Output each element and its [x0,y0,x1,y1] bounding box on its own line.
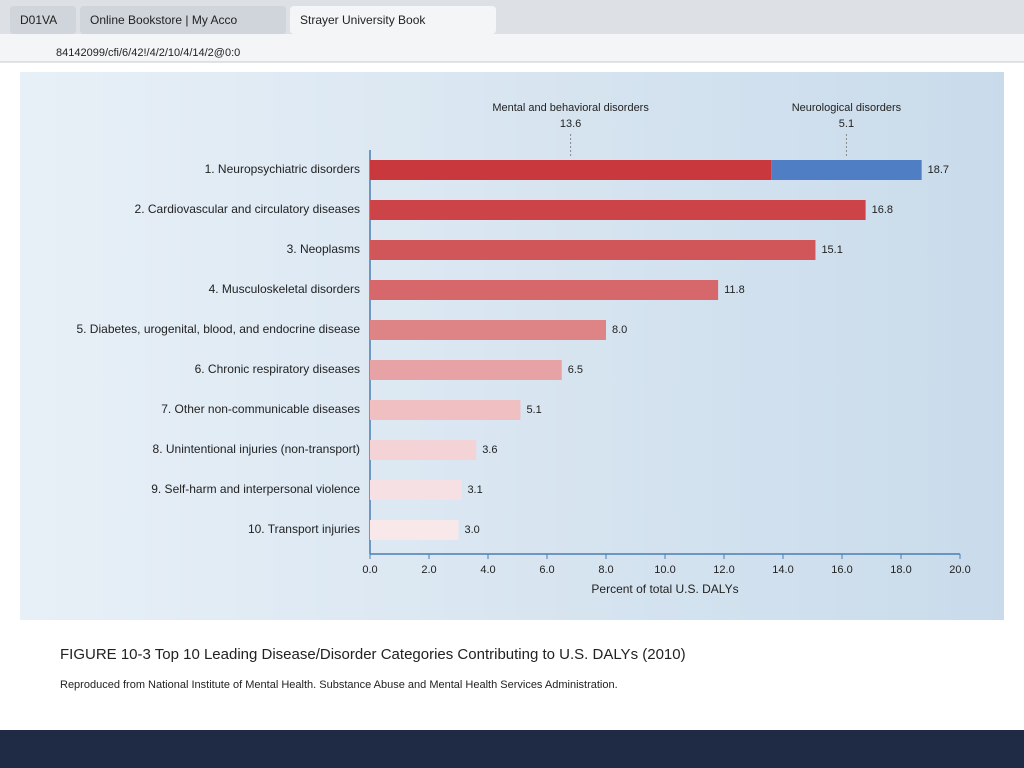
bar [370,360,562,380]
x-tick-label: 8.0 [598,564,613,576]
tab[interactable] [10,6,76,34]
value-label: 3.1 [467,484,482,496]
segment-value: 5.1 [839,118,854,130]
category-label: 4. Musculoskeletal disorders [209,282,360,296]
x-tick-label: 14.0 [772,564,793,576]
value-label: 18.7 [928,164,949,176]
address-bar [0,34,1024,62]
bar-fill [370,400,521,420]
x-tick-label: 2.0 [421,564,436,576]
figure-caption: FIGURE 10-3 Top 10 Leading Disease/Disor… [60,646,686,663]
taskbar [0,730,1024,768]
category-label: 1. Neuropsychiatric disorders [205,162,360,176]
bar-fill [370,280,719,300]
bar [370,320,606,340]
segment-name: Neurological disorders [792,102,902,114]
x-axis-label: Percent of total U.S. DALYs [591,582,738,596]
category-label: 5. Diabetes, urogenital, blood, and endo… [76,322,360,336]
bar [370,240,816,260]
category-label: 3. Neoplasms [287,242,360,256]
x-tick-label: 20.0 [949,564,970,576]
bar-fill [370,440,477,460]
x-tick-label: 4.0 [480,564,495,576]
x-tick-label: 10.0 [654,564,675,576]
bar-fill [370,480,462,500]
x-tick-label: 6.0 [539,564,554,576]
x-tick-label: 16.0 [831,564,852,576]
chart-panel [20,72,1004,620]
url[interactable]: 84142099/cfi/6/42!/4/2/10/4/14/2@0:0 [56,47,240,59]
value-label: 6.5 [568,364,583,376]
bar [370,520,459,540]
value-label: 8.0 [612,324,627,336]
category-label: 6. Chronic respiratory diseases [195,362,360,376]
tab[interactable] [80,6,286,34]
value-label: 3.6 [482,444,497,456]
value-label: 5.1 [526,404,541,416]
tab[interactable] [290,6,496,34]
x-tick-label: 0.0 [362,564,377,576]
bar-fill [370,320,606,340]
tab-title[interactable]: D01VA [20,13,57,27]
bar-segment [771,160,922,180]
bar [370,200,866,220]
category-label: 8. Unintentional injuries (non-transport… [153,442,360,456]
source-note: Reproduced from National Institute of Me… [60,679,618,691]
bar-fill [370,200,866,220]
tab-title[interactable]: Online Bookstore | My Acco [90,13,238,27]
category-label: 7. Other non-communicable diseases [161,402,360,416]
bar [370,280,719,300]
bar [370,480,462,500]
value-label: 3.0 [465,524,480,536]
bar [370,400,521,420]
bar-fill [370,360,562,380]
value-label: 11.8 [724,284,745,296]
segment-name: Mental and behavioral disorders [492,102,649,114]
segment-value: 13.6 [560,118,581,130]
bar [370,440,477,460]
value-label: 15.1 [821,244,842,256]
bar-segment [370,160,772,180]
bar-fill [370,520,459,540]
bar [370,160,922,180]
x-tick-label: 12.0 [713,564,734,576]
category-label: 10. Transport injuries [248,522,360,536]
category-label: 9. Self-harm and interpersonal violence [151,482,360,496]
bar-fill [370,240,816,260]
x-tick-label: 18.0 [890,564,911,576]
category-label: 2. Cardiovascular and circulatory diseas… [135,202,360,216]
value-label: 16.8 [872,204,893,216]
tab-title[interactable]: Strayer University Book [300,13,426,27]
